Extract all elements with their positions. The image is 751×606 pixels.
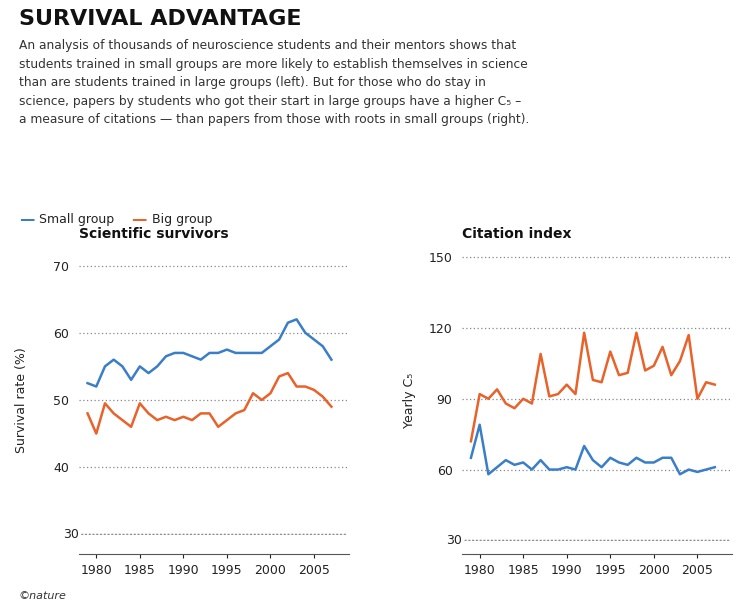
Text: An analysis of thousands of neuroscience students and their mentors shows that
s: An analysis of thousands of neuroscience… — [19, 39, 529, 127]
Text: Big group: Big group — [152, 213, 212, 226]
Text: Small group: Small group — [39, 213, 114, 226]
Text: —: — — [19, 212, 34, 227]
Text: Citation index: Citation index — [462, 227, 572, 241]
Y-axis label: Survival rate (%): Survival rate (%) — [14, 347, 28, 453]
Text: 30: 30 — [446, 534, 462, 547]
Text: —: — — [131, 212, 146, 227]
Y-axis label: Yearly C₅: Yearly C₅ — [403, 372, 416, 428]
Text: ©nature: ©nature — [19, 591, 67, 601]
Text: Scientific survivors: Scientific survivors — [79, 227, 228, 241]
Text: SURVIVAL ADVANTAGE: SURVIVAL ADVANTAGE — [19, 9, 301, 29]
Text: 30: 30 — [63, 528, 79, 541]
